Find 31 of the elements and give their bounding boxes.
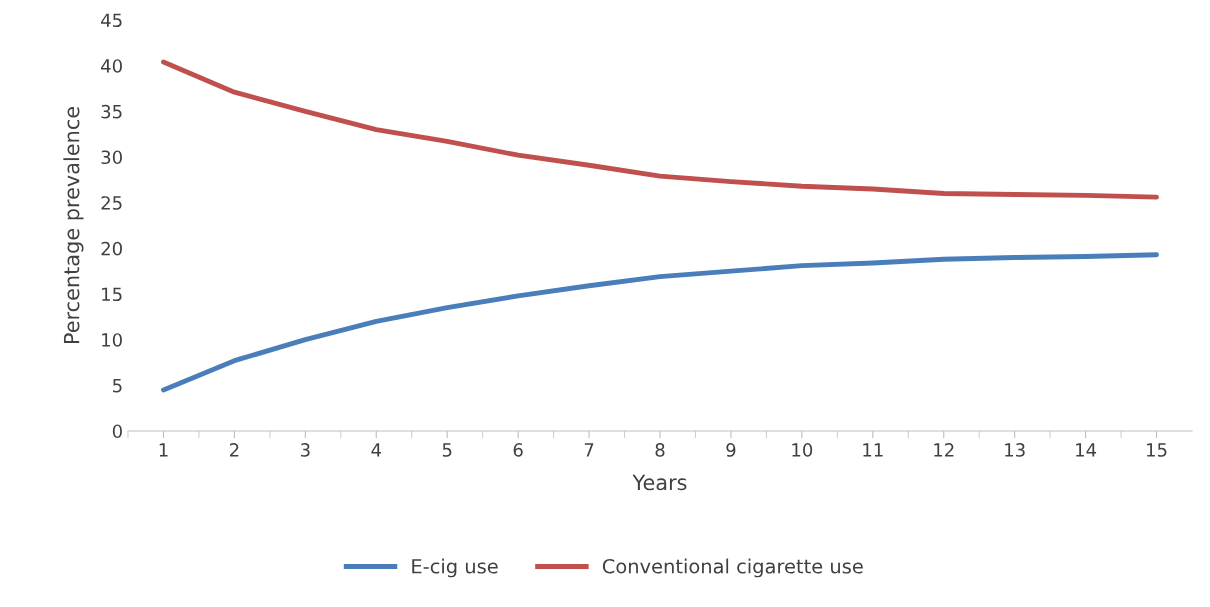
- x-axis-title: Years: [632, 474, 687, 491]
- y-axis-title: Percentage prevalence: [63, 107, 84, 344]
- line-series: [161, 252, 1159, 393]
- y-tick-label: 10: [102, 333, 122, 347]
- y-tick-label: 5: [113, 379, 122, 393]
- x-tick-label: 11: [863, 443, 883, 457]
- y-tick-label: 20: [101, 241, 122, 256]
- x-tick-label: 13: [1005, 443, 1025, 457]
- x-tick-label: 2: [229, 443, 239, 457]
- legend-label: Conventional cigarette use: [602, 558, 863, 578]
- x-tick-label: 5: [442, 443, 452, 457]
- y-tick-label: 0: [112, 424, 122, 439]
- y-tick-label: 45: [101, 13, 122, 28]
- x-tick-label: 7: [584, 443, 594, 457]
- x-tick-label: 3: [300, 443, 310, 457]
- x-tick-label: 15: [1147, 443, 1167, 457]
- x-tick-label: 14: [1076, 443, 1097, 457]
- x-tick-label: 9: [726, 443, 736, 457]
- x-tick-label: 4: [371, 443, 381, 457]
- y-tick-label: 15: [102, 287, 122, 302]
- y-tick-label: 30: [101, 150, 122, 165]
- x-tick-label: 8: [655, 443, 665, 457]
- x-tick-label: 12: [934, 443, 954, 457]
- y-tick-label: 40: [101, 59, 122, 73]
- x-tick-label: 1: [159, 443, 168, 457]
- legend-label: E-cig use: [412, 558, 498, 578]
- y-tick-label: 25: [101, 196, 122, 210]
- x-tick-label: 10: [792, 443, 813, 457]
- x-tick-label: 6: [513, 443, 523, 457]
- y-tick-label: 35: [101, 104, 122, 119]
- line-series: [161, 59, 1159, 200]
